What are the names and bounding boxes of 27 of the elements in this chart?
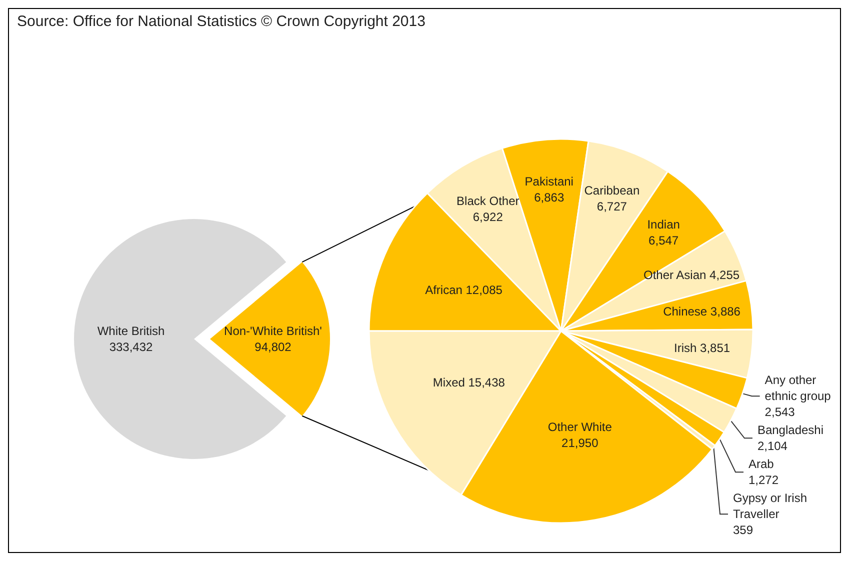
source-note: Source: Office for National Statistics © Crown Copyright 2013 <box>17 13 426 30</box>
slice-label: Caribbean <box>584 183 640 198</box>
slice-label: Black Other <box>456 194 520 208</box>
slice-label: White British <box>97 324 165 338</box>
data-label: 1,272 <box>748 473 779 488</box>
slice-label: Arab <box>748 457 774 472</box>
data-label: 21,950 <box>562 436 599 450</box>
data-label: 2,104 <box>757 439 788 454</box>
slice-label: Pakistani <box>524 174 574 188</box>
slice-label: Chinese 3,886 <box>663 304 741 319</box>
slice-label: Indian <box>647 218 680 232</box>
data-label: 6,727 <box>596 199 628 214</box>
slice-label: Other White <box>548 420 612 434</box>
slice-label: Bangladeshi <box>757 423 824 438</box>
data-label: 6,922 <box>472 210 504 224</box>
slice-label: Irish 3,851 <box>674 341 730 355</box>
data-label: 333,432 <box>109 340 154 354</box>
data-label: 6,863 <box>534 190 564 204</box>
slice-label: African 12,085 <box>425 282 503 297</box>
data-label: 6,547 <box>648 234 679 248</box>
data-label: 359 <box>733 523 754 538</box>
slice-label: Any other ethnic group <box>764 373 832 404</box>
slice-label: Mixed 15,438 <box>432 376 506 390</box>
data-label: 94,802 <box>254 340 292 354</box>
slice-label: Non-'White British' <box>224 324 322 338</box>
data-label: 2,543 <box>764 405 796 420</box>
slice-label: Gypsy or Irish Traveller <box>733 491 810 522</box>
